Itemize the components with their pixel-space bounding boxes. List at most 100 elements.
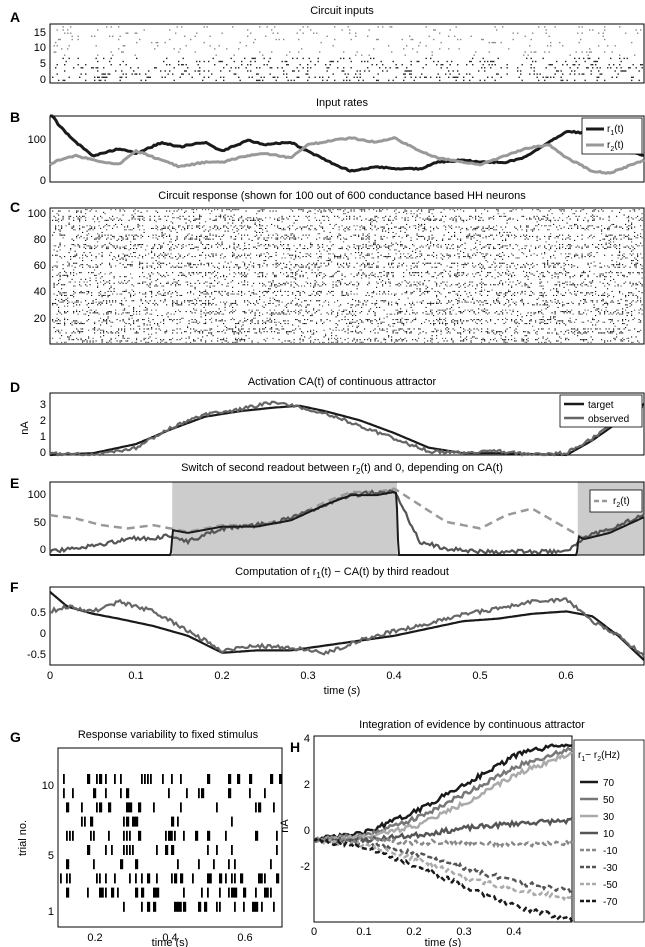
spike-mark bbox=[254, 272, 256, 274]
spike-mark bbox=[538, 276, 540, 278]
spike-mark bbox=[305, 311, 307, 313]
spike-mark bbox=[397, 340, 399, 342]
spike-mark bbox=[458, 73, 460, 75]
spike-mark bbox=[73, 269, 75, 271]
spike-mark bbox=[482, 311, 484, 313]
spike-mark bbox=[533, 313, 535, 315]
spike-mark bbox=[430, 76, 432, 78]
spike-mark bbox=[353, 284, 355, 286]
spike-mark bbox=[506, 292, 508, 294]
spike-mark bbox=[473, 248, 475, 250]
spike-mark bbox=[440, 67, 442, 69]
spike-mark bbox=[233, 293, 235, 295]
spike-mark bbox=[617, 264, 619, 266]
spike-mark bbox=[202, 332, 204, 334]
spike-mark bbox=[268, 257, 270, 259]
spike-mark bbox=[59, 274, 61, 276]
spike-mark bbox=[68, 339, 70, 341]
spike-mark bbox=[533, 51, 535, 53]
spike-mark bbox=[500, 246, 502, 248]
spike-mark bbox=[158, 273, 160, 275]
spike-mark bbox=[634, 248, 636, 250]
spike-mark bbox=[448, 257, 450, 259]
spike-mark bbox=[170, 266, 172, 268]
spike-mark bbox=[569, 320, 571, 322]
spike-mark bbox=[406, 269, 408, 271]
spike-mark bbox=[130, 273, 132, 275]
spike-mark bbox=[368, 309, 370, 311]
spike-mark bbox=[118, 48, 120, 50]
spike-mark bbox=[395, 302, 397, 304]
spike-mark bbox=[229, 70, 231, 72]
spike-mark bbox=[475, 246, 477, 248]
spike-mark bbox=[469, 311, 471, 313]
spike-mark bbox=[155, 337, 157, 339]
spike-mark bbox=[197, 70, 199, 72]
spike-mark bbox=[271, 327, 273, 329]
spike-mark bbox=[388, 304, 390, 306]
spike-mark bbox=[197, 264, 199, 266]
spike-mark bbox=[295, 264, 297, 266]
spike-mark bbox=[290, 276, 292, 278]
spike-mark bbox=[284, 313, 286, 315]
spike-mark bbox=[335, 284, 337, 286]
spike-mark bbox=[253, 41, 255, 44]
spike-mark bbox=[509, 309, 511, 311]
spike-mark bbox=[488, 64, 490, 66]
spike-mark bbox=[362, 304, 364, 306]
spike-mark bbox=[392, 319, 394, 321]
spike-mark bbox=[551, 274, 553, 276]
spike-mark bbox=[119, 246, 121, 248]
spike-mark bbox=[163, 256, 165, 258]
spike-mark bbox=[433, 302, 435, 304]
spike-mark bbox=[197, 249, 199, 251]
spike-mark bbox=[413, 272, 415, 274]
spike-mark bbox=[247, 304, 249, 306]
spike-mark bbox=[241, 328, 243, 330]
spike-mark bbox=[449, 285, 451, 287]
spike-mark bbox=[635, 288, 637, 290]
spike-mark bbox=[308, 262, 310, 264]
spike-mark bbox=[101, 262, 103, 264]
spike-mark bbox=[548, 35, 550, 37]
spike-mark bbox=[299, 252, 301, 254]
spike-mark bbox=[623, 282, 625, 284]
spike-mark bbox=[211, 293, 213, 295]
spike-mark bbox=[275, 305, 277, 307]
spike-mark bbox=[205, 272, 207, 274]
spike-mark bbox=[638, 319, 640, 321]
spike-mark bbox=[244, 293, 246, 295]
spike-mark bbox=[265, 340, 267, 342]
spike-mark bbox=[88, 292, 90, 294]
spike-mark bbox=[481, 309, 483, 311]
spike-mark bbox=[556, 340, 558, 342]
spike-mark bbox=[280, 284, 282, 286]
spike-mark bbox=[430, 262, 432, 264]
spike-mark bbox=[515, 321, 517, 323]
spike-mark bbox=[344, 254, 346, 256]
spike-mark bbox=[173, 266, 175, 268]
spike-mark bbox=[352, 340, 354, 342]
spike-mark bbox=[505, 341, 507, 343]
spike-mark bbox=[70, 323, 72, 325]
spike-mark bbox=[431, 54, 433, 56]
spike-mark bbox=[581, 321, 583, 323]
spike-mark bbox=[139, 305, 141, 307]
spike-mark bbox=[329, 249, 331, 251]
spike-mark bbox=[376, 249, 378, 251]
spike-mark bbox=[251, 340, 253, 342]
spike-mark bbox=[469, 60, 471, 63]
spike-mark bbox=[401, 311, 403, 313]
spike-mark bbox=[598, 320, 600, 322]
spike-mark bbox=[328, 304, 330, 306]
spike-mark bbox=[226, 276, 228, 278]
spike-mark bbox=[340, 254, 342, 256]
spike-mark bbox=[481, 331, 483, 333]
spike-mark bbox=[244, 254, 246, 256]
spike-mark bbox=[170, 249, 172, 251]
spike-mark bbox=[106, 319, 108, 321]
spike-mark bbox=[493, 60, 495, 63]
spike-mark bbox=[622, 319, 624, 321]
spike-mark bbox=[386, 274, 388, 276]
spike-mark bbox=[596, 309, 598, 311]
